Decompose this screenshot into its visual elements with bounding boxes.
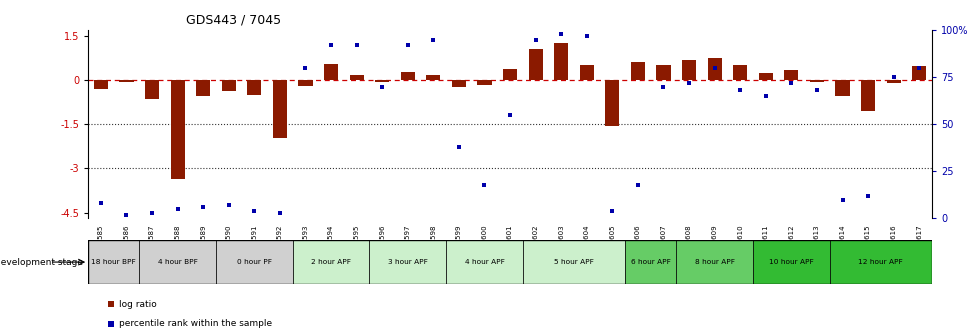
Bar: [324, 64, 337, 80]
Bar: [522, 240, 625, 284]
Bar: [119, 80, 133, 82]
Text: 18 hour BPF: 18 hour BPF: [91, 259, 136, 265]
Bar: [783, 70, 798, 80]
Bar: [886, 80, 900, 83]
Bar: [579, 65, 594, 80]
Text: 10 hour APF: 10 hour APF: [768, 259, 813, 265]
Bar: [630, 62, 645, 80]
Bar: [477, 80, 491, 85]
Text: log ratio: log ratio: [118, 300, 156, 309]
Text: GDS443 / 7045: GDS443 / 7045: [186, 14, 281, 27]
Bar: [752, 240, 829, 284]
Bar: [425, 75, 440, 80]
Bar: [503, 69, 516, 80]
Bar: [554, 43, 567, 80]
Bar: [446, 240, 522, 284]
Bar: [604, 80, 619, 126]
Bar: [94, 80, 108, 89]
Text: 3 hour APF: 3 hour APF: [387, 259, 427, 265]
Text: 4 hour APF: 4 hour APF: [465, 259, 504, 265]
Bar: [733, 65, 746, 80]
Bar: [139, 240, 216, 284]
Text: 12 hour APF: 12 hour APF: [858, 259, 903, 265]
Bar: [911, 66, 925, 80]
Bar: [758, 73, 772, 80]
Bar: [145, 80, 158, 99]
Bar: [349, 75, 363, 80]
Bar: [452, 80, 466, 87]
Text: 2 hour APF: 2 hour APF: [311, 259, 351, 265]
Bar: [88, 240, 139, 284]
Bar: [196, 80, 210, 96]
Bar: [221, 80, 236, 91]
Bar: [682, 60, 695, 80]
Bar: [707, 58, 721, 80]
Text: 6 hour APF: 6 hour APF: [630, 259, 670, 265]
Bar: [676, 240, 752, 284]
Bar: [656, 65, 670, 80]
Bar: [834, 80, 849, 96]
Bar: [273, 80, 287, 137]
Bar: [809, 80, 823, 82]
Bar: [829, 240, 931, 284]
Bar: [298, 80, 312, 86]
Bar: [625, 240, 676, 284]
Text: 8 hour APF: 8 hour APF: [694, 259, 734, 265]
Text: 5 hour APF: 5 hour APF: [554, 259, 594, 265]
Text: 4 hour BPF: 4 hour BPF: [157, 259, 198, 265]
Bar: [861, 80, 874, 111]
Text: development stage: development stage: [0, 258, 83, 266]
Bar: [247, 80, 261, 95]
Bar: [292, 240, 369, 284]
Bar: [375, 80, 389, 82]
Text: 0 hour PF: 0 hour PF: [237, 259, 272, 265]
Bar: [528, 49, 542, 80]
Bar: [369, 240, 446, 284]
Text: percentile rank within the sample: percentile rank within the sample: [118, 319, 272, 328]
Bar: [216, 240, 292, 284]
Bar: [400, 72, 415, 80]
Bar: [170, 80, 185, 179]
